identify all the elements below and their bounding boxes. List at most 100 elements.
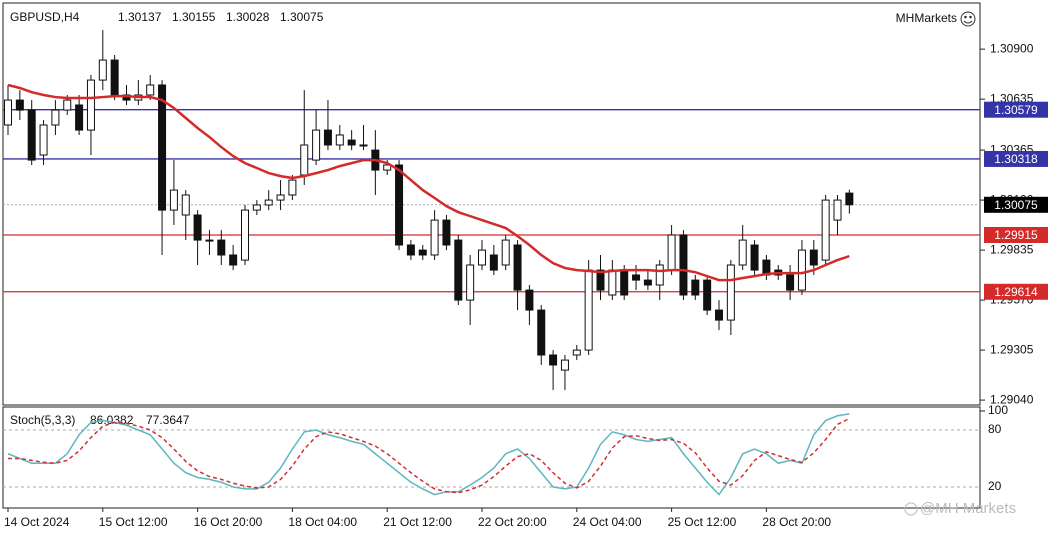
candle-body xyxy=(169,189,178,211)
candle-body xyxy=(264,199,273,206)
level-label: 1.30579 xyxy=(994,103,1038,117)
candle-body xyxy=(51,109,60,126)
candle-body xyxy=(205,239,214,242)
y-tick-label: 1.29040 xyxy=(990,392,1034,406)
candle-body xyxy=(110,59,119,96)
stoch-title: Stoch(5,3,3) xyxy=(10,413,75,427)
candle-body xyxy=(501,239,510,266)
candle-body xyxy=(181,194,190,216)
candle-body xyxy=(797,249,806,291)
candle-body xyxy=(715,309,723,321)
moving-average xyxy=(7,83,850,282)
candle-body xyxy=(312,129,321,161)
candle-body xyxy=(359,144,368,147)
candle-body xyxy=(229,254,238,266)
candle-body xyxy=(679,234,688,296)
candle-body xyxy=(418,249,427,256)
candle-body xyxy=(821,199,830,261)
candle-body xyxy=(442,219,451,246)
candle-body xyxy=(395,164,404,246)
candle-body xyxy=(596,269,605,291)
candle-body xyxy=(786,274,795,291)
candle-body xyxy=(430,219,439,256)
candle-body xyxy=(750,244,759,271)
y-tick-label: 20 xyxy=(988,479,1002,493)
header-open: 1.30137 xyxy=(118,10,162,24)
candle-body xyxy=(146,84,155,96)
level-label: 1.29915 xyxy=(994,228,1038,242)
x-tick-label: 16 Oct 20:00 xyxy=(194,515,263,529)
candle-body xyxy=(703,279,712,311)
candle-body xyxy=(252,204,261,211)
candle-body xyxy=(845,192,854,206)
candle-body xyxy=(276,194,285,201)
brand: MHMarkets xyxy=(896,11,957,25)
y-tick-label: 80 xyxy=(988,422,1002,436)
x-tick-label: 21 Oct 12:00 xyxy=(383,515,452,529)
level-label-box xyxy=(984,226,1048,243)
stoch-d-value: 77.3647 xyxy=(146,413,190,427)
level-label: 1.29614 xyxy=(994,285,1038,299)
candle-body xyxy=(572,349,581,356)
candle-body xyxy=(549,354,558,366)
candle-body xyxy=(217,239,226,256)
candle-body xyxy=(86,79,95,131)
candle-body xyxy=(809,249,818,266)
header-low: 1.30028 xyxy=(226,10,270,24)
candle-body xyxy=(323,129,332,146)
candle-body xyxy=(584,269,593,351)
candle-body xyxy=(335,134,344,146)
candle-body xyxy=(63,99,72,111)
candle-body xyxy=(75,104,84,131)
candle-body xyxy=(691,279,700,296)
smiley xyxy=(960,11,976,27)
candle-body xyxy=(39,124,48,156)
candle-body xyxy=(726,264,735,321)
candle-body xyxy=(655,264,664,286)
candle-body xyxy=(643,279,652,286)
x-tick-label: 14 Oct 2024 xyxy=(4,515,70,529)
candle-body xyxy=(288,179,297,196)
stoch-line xyxy=(7,413,850,496)
level-label: 1.30318 xyxy=(994,152,1038,166)
symbol-title: GBPUSD,H4 xyxy=(10,10,80,24)
candle-body xyxy=(347,139,356,146)
candle-body xyxy=(667,234,676,271)
y-tick-label: 1.29305 xyxy=(990,342,1034,356)
header-close: 1.30075 xyxy=(280,10,324,24)
watermark-icon xyxy=(904,502,918,516)
candle-body xyxy=(383,164,392,171)
y-tick-label: 100 xyxy=(988,403,1008,417)
candle-body xyxy=(241,209,249,261)
candle-body xyxy=(406,244,415,256)
candle-body xyxy=(525,289,534,311)
candle-body xyxy=(560,359,569,371)
candle-body xyxy=(158,84,167,211)
candle-body xyxy=(454,239,463,301)
main-panel xyxy=(2,2,981,406)
stoch-panel xyxy=(2,406,981,509)
stoch-line xyxy=(8,417,850,494)
candle-body xyxy=(833,199,842,221)
level-label-box xyxy=(984,283,1048,300)
candle-body xyxy=(466,264,475,301)
candle-body xyxy=(489,254,498,271)
candle-body xyxy=(537,309,546,356)
candle-body xyxy=(632,274,641,281)
header-high: 1.30155 xyxy=(172,10,216,24)
level-label-box xyxy=(984,150,1048,167)
x-tick-label: 22 Oct 20:00 xyxy=(478,515,547,529)
candle-body xyxy=(27,109,36,161)
candle-body xyxy=(98,59,107,81)
x-tick-label: 18 Oct 04:00 xyxy=(288,515,357,529)
candle-body xyxy=(300,144,309,176)
candle-body xyxy=(738,239,747,266)
x-tick-label: 15 Oct 12:00 xyxy=(99,515,168,529)
candle-body xyxy=(15,99,24,111)
level-label-box xyxy=(984,101,1048,118)
x-tick-label: 24 Oct 04:00 xyxy=(573,515,642,529)
candle-body xyxy=(193,214,202,241)
level-label: 1.30075 xyxy=(994,198,1038,212)
candle-body xyxy=(620,269,629,296)
